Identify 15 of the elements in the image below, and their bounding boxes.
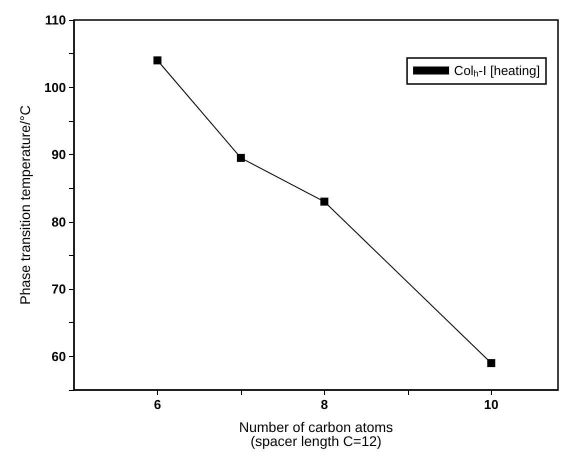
y-tick-label: 110 — [45, 12, 66, 28]
x-tick-label: 6 — [154, 397, 162, 412]
point — [487, 359, 496, 368]
y-tick-label: 60 — [52, 348, 66, 364]
y-tick-label: 70 — [52, 282, 66, 297]
point — [153, 56, 162, 64]
y-tick-label: 90 — [52, 147, 66, 162]
x-tick-label: 10 — [484, 397, 498, 412]
x-axis-title: Number of carbon atoms (spacer length C=12) — [238, 419, 394, 449]
point — [236, 154, 245, 162]
point — [320, 198, 328, 206]
y-tick-label: 100 — [44, 80, 66, 95]
y-axis-title: Phase transition temperature/°C — [17, 105, 33, 305]
x-tick-label: 8 — [320, 397, 328, 412]
y-tick-label: 80 — [52, 214, 66, 230]
